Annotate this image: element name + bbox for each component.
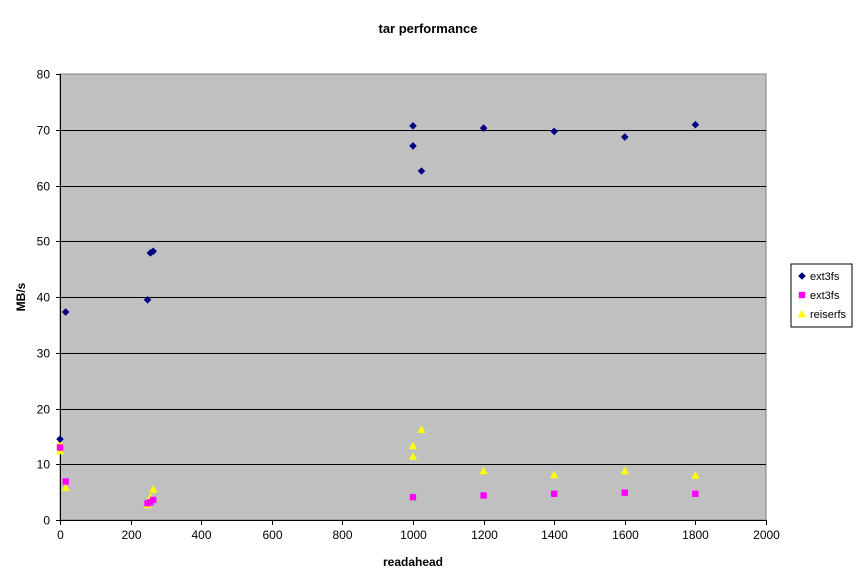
data-point-diamond: [409, 122, 417, 130]
legend-marker-diamond: [798, 272, 806, 280]
legend-marker-square: [798, 291, 806, 299]
data-point-diamond: [621, 133, 629, 141]
legend-label: ext3fs: [810, 290, 840, 302]
y-axis-title: MB/s: [14, 282, 28, 311]
data-point-triangle: [550, 470, 559, 479]
legend-label: reiserfs: [810, 309, 847, 321]
data-point-triangle: [417, 425, 426, 434]
data-point-diamond: [550, 127, 558, 136]
data-point-triangle: [479, 466, 488, 475]
x-tick-label: 1600: [612, 528, 639, 542]
data-point-diamond: [146, 249, 155, 257]
data-point-diamond: [409, 142, 417, 150]
legend-label: ext3fs: [810, 271, 840, 283]
data-point-triangle: [620, 466, 629, 475]
x-tick-label: 0: [57, 528, 64, 542]
data-point-triangle: [61, 483, 70, 492]
y-tick-label: 40: [37, 291, 51, 305]
x-tick-label: 600: [262, 528, 282, 542]
y-tick-label: 10: [37, 458, 51, 472]
x-axis-title: readahead: [383, 555, 443, 569]
x-tick-label: 2000: [753, 528, 780, 542]
y-tick-label: 20: [37, 403, 51, 417]
x-tick-label: 200: [121, 528, 141, 542]
data-point-square: [62, 478, 69, 485]
x-tick-label: 1800: [682, 528, 709, 542]
data-point-triangle: [408, 452, 418, 460]
legend: ext3fs ext3fs reiserfs: [790, 263, 853, 328]
x-tick-label: 1000: [400, 528, 427, 542]
data-points: [55, 120, 700, 509]
data-point-square: [480, 492, 487, 499]
y-tick-label: 30: [37, 347, 51, 361]
y-tick-label: 80: [37, 68, 51, 82]
x-tick-label: 400: [191, 528, 211, 542]
legend-marker-triangle: [797, 309, 807, 318]
gridlines: [60, 130, 766, 465]
data-point-diamond: [61, 308, 70, 316]
data-point-square: [621, 489, 628, 496]
x-tick-label: 1400: [541, 528, 568, 542]
data-point-diamond: [56, 435, 64, 443]
data-point-diamond: [149, 247, 157, 256]
data-point-square: [149, 496, 157, 504]
data-point-diamond: [417, 167, 426, 175]
data-point-triangle: [408, 441, 418, 450]
data-point-diamond: [691, 120, 700, 129]
data-point-diamond: [479, 124, 488, 132]
y-tick-label: 50: [37, 235, 51, 249]
chart-title: tar performance: [379, 21, 478, 36]
data-point-square: [551, 490, 558, 497]
y-tick-label: 0: [43, 514, 50, 528]
data-point-triangle: [148, 485, 158, 493]
data-point-triangle: [691, 471, 700, 479]
data-point-diamond: [143, 295, 152, 304]
data-point-square: [409, 493, 417, 501]
data-point-square: [692, 490, 699, 497]
x-tick-label: 800: [332, 528, 352, 542]
y-tick-label: 60: [37, 180, 51, 194]
data-point-square: [56, 444, 64, 451]
y-tick-label: 70: [37, 124, 51, 138]
x-tick-label: 1200: [471, 528, 498, 542]
